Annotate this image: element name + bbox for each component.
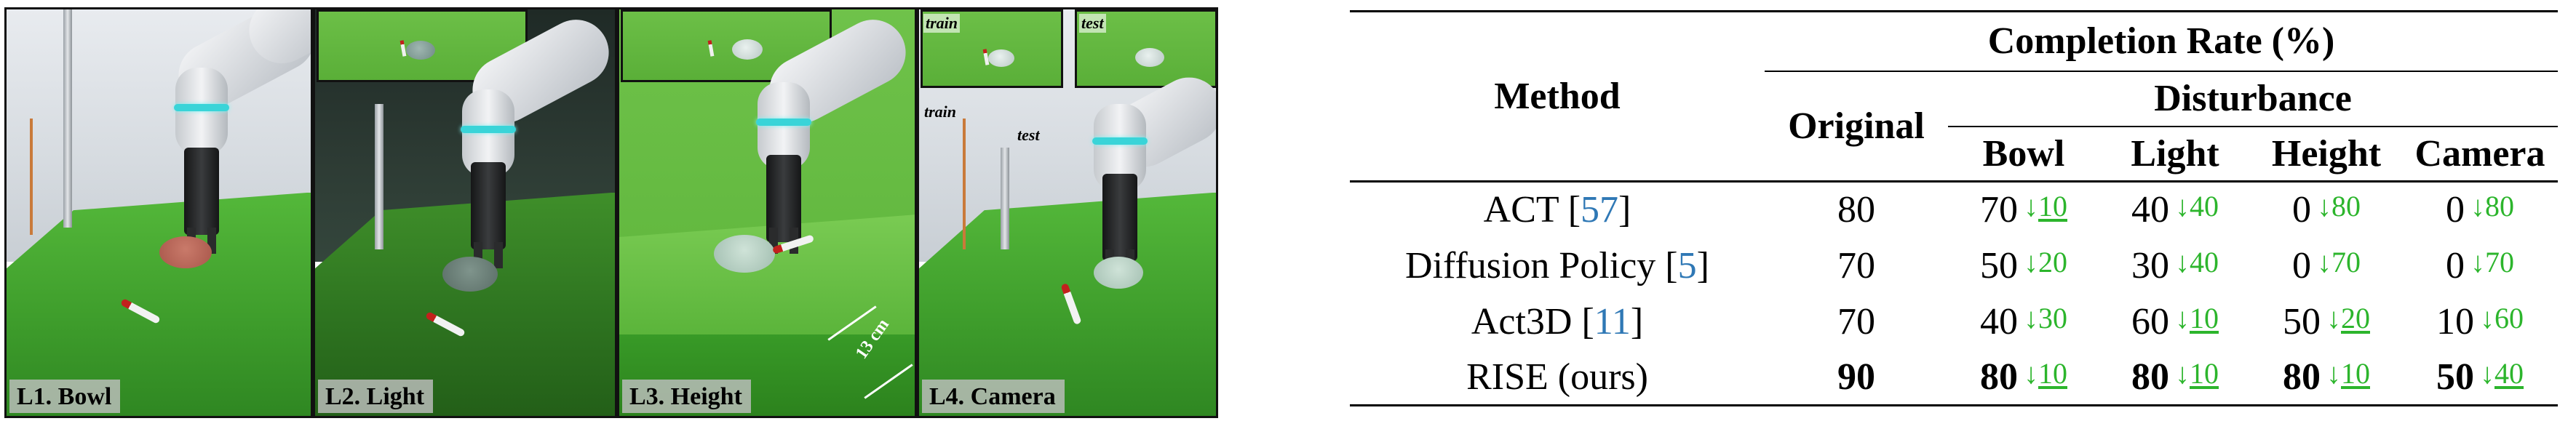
inset-image	[317, 9, 528, 82]
drop-indicator: ↓80	[2470, 190, 2514, 223]
disturbance-cell: 40 ↓30	[1980, 300, 2067, 342]
gripper	[1102, 174, 1137, 261]
table-row: Diffusion Policy [5] 70 50 ↓20 30 ↓40 0 ↓70 0 ↓70	[1350, 238, 2558, 294]
drop-indicator: ↓10	[2326, 356, 2370, 390]
original-header: Original	[1765, 71, 1948, 183]
disturbance-header: Disturbance	[1948, 71, 2558, 127]
disturbance-cell: 50 ↓20	[2283, 300, 2370, 342]
disturbance-cell: 80 ↓10	[1980, 356, 2067, 398]
test-camera-label: test	[1017, 126, 1040, 144]
disturbance-cell: 40 ↓40	[2131, 189, 2219, 231]
mount-pole	[1001, 148, 1009, 249]
drop-indicator: ↓80	[2317, 190, 2361, 223]
original-value: 70	[1837, 244, 1875, 286]
drop-indicator: ↓30	[2024, 301, 2067, 334]
train-camera-label: train	[924, 103, 957, 121]
mount-pole	[63, 9, 72, 228]
drop-indicator: ↓40	[2480, 356, 2524, 390]
disturbance-cell: 80 ↓10	[2283, 356, 2370, 398]
table-row: Act3D [11] 70 40 ↓30 60 ↓10 50 ↓20 10 ↓60	[1350, 294, 2558, 350]
citation-ref: 57	[1581, 189, 1619, 231]
inset-test-label: test	[1079, 14, 1106, 33]
gripper	[184, 148, 219, 235]
col-camera: Camera	[2414, 132, 2545, 175]
col-height: Height	[2271, 132, 2382, 175]
disturbance-cell: 30 ↓40	[2131, 244, 2219, 286]
drop-indicator: ↓10	[2024, 190, 2067, 223]
col-light: Light	[2131, 132, 2219, 175]
disturbance-cell: 10 ↓60	[2436, 300, 2524, 342]
disturbance-cell: 80 ↓10	[2131, 356, 2219, 398]
drop-indicator: ↓70	[2470, 245, 2514, 278]
results-table: Method Completion Rate (%) Original Dist…	[1350, 10, 2558, 406]
citation-ref: 11	[1594, 300, 1631, 342]
drop-indicator: ↓10	[2175, 356, 2219, 390]
col-bowl: Bowl	[1982, 132, 2065, 175]
panel-caption: L3. Height	[622, 380, 751, 413]
drop-indicator: ↓60	[2480, 301, 2524, 334]
panel-caption: L2. Light	[318, 380, 434, 413]
drop-indicator: ↓20	[2326, 301, 2370, 334]
disturbance-cell: 0 ↓70	[2292, 244, 2361, 286]
original-value: 80	[1837, 189, 1875, 231]
disturbance-cell: 0 ↓70	[2446, 244, 2514, 286]
drop-indicator: ↓40	[2175, 245, 2219, 278]
panel-caption: L1. Bowl	[9, 380, 121, 413]
table-row: ACT [57] 80 70 ↓10 40 ↓40 0 ↓80 0 ↓80	[1350, 182, 2558, 238]
panel-height: 13 cm L3. Height	[617, 7, 917, 418]
drop-indicator: ↓10	[2175, 301, 2219, 334]
photo-strip: L1. Bowl L2. Light	[4, 7, 1218, 418]
drop-indicator: ↓70	[2317, 245, 2361, 278]
disturbance-cell: 70 ↓10	[1980, 189, 2067, 231]
gripper	[471, 162, 506, 249]
original-value: 90	[1837, 356, 1875, 398]
bowl	[159, 236, 212, 268]
drop-indicator: ↓40	[2175, 190, 2219, 223]
original-value: 70	[1837, 300, 1875, 342]
panel-light: L2. Light	[313, 7, 617, 418]
method-header: Method	[1350, 11, 1765, 183]
inset-train	[921, 9, 1063, 88]
bowl	[714, 235, 775, 273]
drop-indicator: ↓10	[2024, 356, 2067, 390]
disturbance-cell: 50 ↓20	[1980, 244, 2067, 286]
method-name: ACT [57]	[1483, 189, 1631, 231]
panel-bowl: L1. Bowl	[4, 7, 313, 418]
method-name: Act3D [11]	[1471, 300, 1644, 342]
panel-camera: train test train test L4. Camera	[917, 7, 1218, 418]
disturbance-cell: 0 ↓80	[2292, 189, 2361, 231]
table-row: RISE (ours) 90 80 ↓10 80 ↓10 80 ↓10 50 ↓40	[1350, 350, 2558, 406]
table-body: ACT [57] 80 70 ↓10 40 ↓40 0 ↓80 0 ↓80 Diffusion Po…	[1350, 182, 2558, 406]
bowl	[442, 257, 498, 292]
bowl	[1094, 257, 1143, 289]
completion-rate-header: Completion Rate (%)	[1765, 11, 2558, 72]
drop-indicator: ↓20	[2024, 245, 2067, 278]
method-name: Diffusion Policy [5]	[1405, 244, 1709, 286]
mount-pole	[375, 104, 383, 249]
method-name: RISE (ours)	[1466, 356, 1648, 398]
panel-caption: L4. Camera	[922, 380, 1065, 413]
disturbance-cell: 0 ↓80	[2446, 189, 2514, 231]
disturbance-cell: 60 ↓10	[2131, 300, 2219, 342]
inset-train-label: train	[923, 14, 961, 33]
citation-ref: 5	[1677, 244, 1697, 286]
disturbance-cell: 50 ↓40	[2436, 356, 2524, 398]
